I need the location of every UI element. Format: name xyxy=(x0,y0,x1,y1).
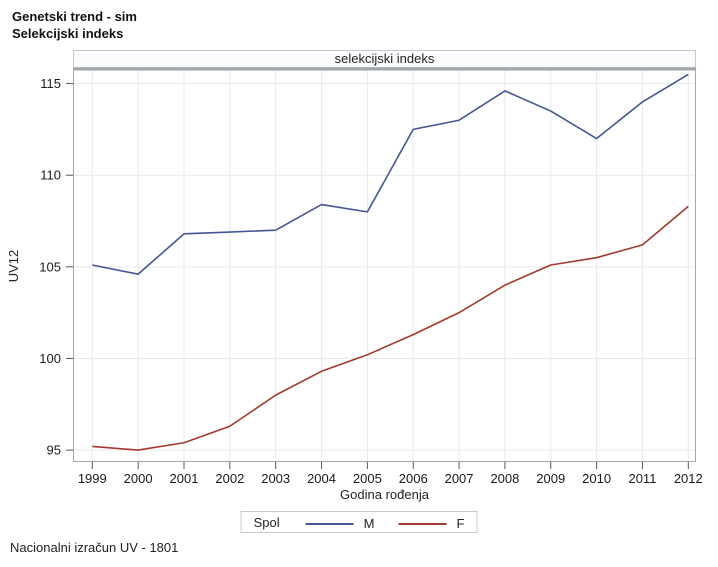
chart-subtitle: Selekcijski indeks xyxy=(12,26,124,41)
chart-header: Genetski trend - sim Selekcijski indeks xyxy=(12,8,137,42)
legend-title: Spol xyxy=(253,514,280,530)
y-axis-tick-label: 105 xyxy=(39,259,61,274)
footer-note: Nacionalni izračun UV - 1801 xyxy=(10,540,179,555)
x-axis-tick-label: 2000 xyxy=(124,471,153,486)
chart-title: Genetski trend - sim xyxy=(12,9,137,24)
y-axis-tick-label: 100 xyxy=(39,351,61,366)
legend-item-M: M xyxy=(305,516,375,532)
x-axis-tick-label: 2012 xyxy=(674,471,703,486)
x-axis-tick-label: 1999 xyxy=(78,471,107,486)
x-axis-tick-label: 2003 xyxy=(261,471,290,486)
x-axis-title: Godina rođenja xyxy=(340,487,429,502)
x-axis-tick-label: 2010 xyxy=(582,471,611,486)
legend-swatch-M xyxy=(305,522,354,525)
x-axis-tick-label: 2004 xyxy=(307,471,336,486)
series-line-M xyxy=(92,73,689,275)
x-axis-tick-label: 2006 xyxy=(399,471,428,486)
legend-label-M: M xyxy=(363,516,375,532)
legend-item-F: F xyxy=(398,516,464,531)
y-axis-tick-label: 110 xyxy=(40,168,61,183)
series-line-F xyxy=(92,205,689,451)
x-axis-tick-label: 2009 xyxy=(536,471,565,486)
x-axis-tick-label: 2002 xyxy=(215,471,244,486)
panel-title: selekcijski indeks xyxy=(334,51,435,66)
plot-wall xyxy=(73,68,696,462)
x-axis-tick-label: 2008 xyxy=(490,471,519,486)
x-axis-tick-label: 2005 xyxy=(353,471,382,486)
legend-label-F: F xyxy=(456,516,465,532)
x-axis-tick-label: 2011 xyxy=(628,471,656,486)
x-axis-tick-label: 2001 xyxy=(170,471,199,486)
x-axis-tick-label: 2007 xyxy=(445,471,474,486)
y-axis-title: UV12 xyxy=(6,250,21,283)
legend-swatch-F xyxy=(398,522,447,525)
y-axis-tick-label: 95 xyxy=(47,443,61,458)
y-axis-tick-label: 115 xyxy=(40,76,61,91)
